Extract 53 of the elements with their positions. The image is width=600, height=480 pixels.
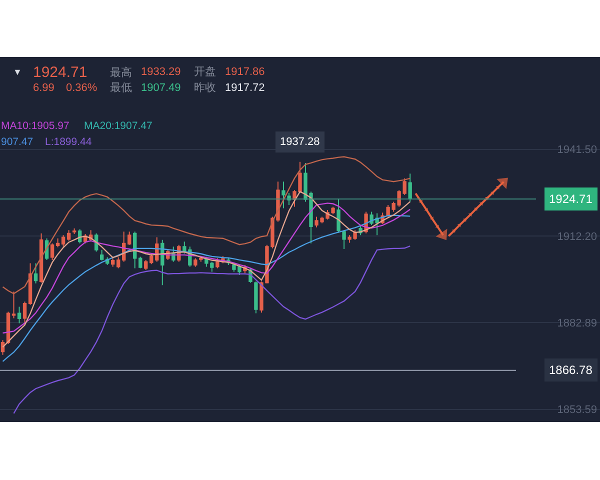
y-tick-label: 1882.89 (557, 318, 597, 330)
candlestick (66, 230, 71, 242)
annotation: 1917.86 (225, 66, 265, 78)
candlestick (128, 231, 132, 246)
ref-line-label: 1866.78 (549, 363, 593, 377)
line-series (2, 191, 411, 348)
candlestick (50, 242, 54, 260)
line-series (2, 156, 411, 294)
candlestick (61, 234, 66, 248)
annotation: 1924.71 (33, 64, 88, 81)
annotation: 907.47 (1, 136, 34, 148)
candlestick (100, 249, 104, 262)
annotation: MA20:1907.47 (84, 120, 152, 132)
candlestick (144, 259, 148, 271)
annotation: 0.36% (66, 82, 98, 94)
line-series (2, 202, 411, 334)
candlestick (342, 230, 346, 250)
y-tick-label: 1853.59 (557, 404, 597, 416)
annotation: 1907.49 (141, 82, 181, 94)
candlestick (216, 258, 220, 269)
candlestick (39, 232, 44, 284)
y-tick-label: 1912.20 (557, 230, 597, 243)
y-tick-label: 1941.50 (557, 144, 597, 156)
candlestick (282, 181, 286, 209)
annotation: 最高 (110, 66, 132, 79)
candlestick (254, 281, 258, 314)
ref-line-label: 1924.71 (549, 192, 593, 206)
candlestick (111, 258, 115, 268)
line-series (2, 214, 411, 362)
candlestick (28, 262, 32, 306)
candlestick (160, 239, 164, 286)
candlestick (17, 306, 22, 324)
annotation: 最低 (110, 82, 132, 94)
candlestick (138, 256, 142, 269)
candlestick (0, 340, 5, 356)
candlestick (56, 238, 60, 248)
candlestick (336, 198, 340, 234)
candlestick (116, 256, 120, 269)
annotation: 6.99 (33, 82, 54, 94)
candlestick (408, 173, 412, 202)
candlestick (12, 291, 16, 319)
candlestick (72, 228, 76, 234)
line-series (13, 245, 411, 414)
annotation: ▼ (13, 67, 22, 77)
annotation: MA10:1905.97 (1, 120, 70, 132)
annotation: 1917.72 (225, 82, 265, 94)
candlestick (150, 252, 154, 265)
annotation: 1937.28 (280, 136, 320, 148)
annotation: 开盘 (194, 66, 216, 78)
annotation: 昨收 (194, 82, 216, 94)
annotation: L:1899.44 (45, 136, 92, 148)
candlestick (34, 262, 38, 284)
annotation: 1933.29 (141, 66, 181, 78)
